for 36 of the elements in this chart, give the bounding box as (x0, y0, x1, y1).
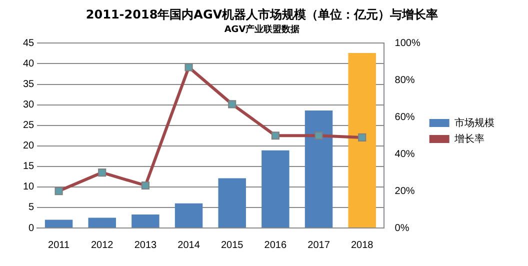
x-tick-label: 2011 (48, 240, 70, 251)
bar (348, 53, 376, 228)
chart-title: 2011-2018年国内AGV机器人市场规模（单位：亿元）与增长率 (86, 7, 438, 22)
x-tick-label: 2013 (134, 240, 158, 251)
x-tick-label: 2015 (220, 240, 244, 251)
bar (174, 203, 203, 228)
x-tick-label: 2017 (308, 240, 330, 251)
y-tick-label: 0 (28, 222, 35, 234)
x-tick-label: 2016 (264, 240, 287, 251)
y-tick-label: 40 (23, 58, 35, 70)
legend-label: 市场规模 (454, 116, 494, 129)
legend-label: 增长率 (453, 132, 484, 145)
bar (44, 220, 73, 228)
y-tick-label: 30 (23, 100, 35, 111)
bar (88, 218, 116, 228)
y-tick-label: 35 (23, 79, 35, 90)
x-tick-label: 2018 (350, 240, 374, 251)
y-tick-label: 5 (28, 202, 35, 214)
y-tick-label: 25 (23, 120, 35, 132)
y-tick-label: 20 (23, 140, 35, 152)
chart-subtitle: AGV产业联盟数据 (224, 24, 300, 36)
y-tick-label: 10 (23, 182, 35, 193)
y2-tick-label: 80% (394, 74, 415, 86)
y2-tick-label: 40% (394, 148, 415, 160)
y-tick-label: 45 (23, 38, 35, 49)
y2-tick-label: 20% (394, 186, 415, 197)
bar (132, 214, 160, 228)
y2-tick-label: 100% (394, 38, 420, 49)
y-tick-label: 15 (23, 161, 35, 172)
bar (262, 150, 290, 228)
x-tick-label: 2012 (90, 240, 114, 251)
bar (218, 178, 246, 228)
bar (304, 110, 333, 228)
x-tick-label: 2014 (178, 240, 200, 251)
y2-tick-label: 0% (394, 222, 410, 234)
y2-tick-label: 60% (394, 112, 415, 123)
